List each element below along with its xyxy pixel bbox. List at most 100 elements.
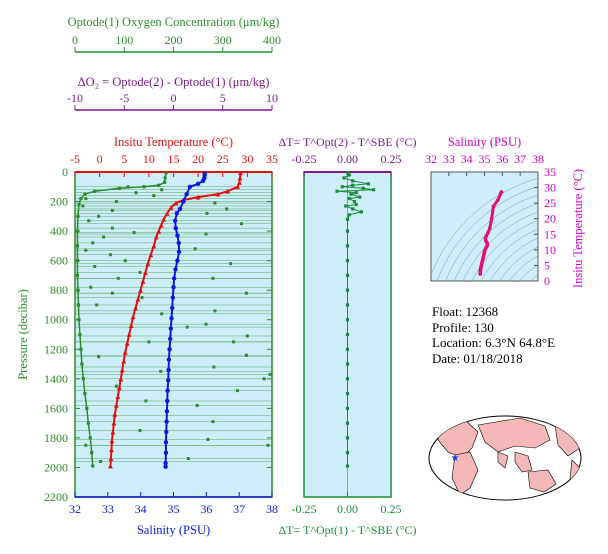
location: Location: 6.3°N 64.8°E	[432, 335, 556, 350]
delta-t-point	[345, 273, 350, 278]
ts-temperature-tick-label: 10	[544, 243, 556, 257]
salinity-point	[164, 429, 169, 435]
temperature-point	[161, 216, 167, 222]
salinity-point	[164, 419, 169, 424]
profile-number: Profile: 130	[432, 319, 494, 335]
delta-o2-point	[99, 460, 103, 464]
temperature-point	[173, 200, 179, 206]
salinity-tick-label: 33	[102, 502, 114, 516]
salinity-tick-label: 37	[233, 502, 245, 516]
delta-o2-point	[84, 248, 88, 252]
delta-t-line	[337, 172, 374, 466]
oxygen-tick-label: 0	[72, 33, 78, 47]
pressure-tick-label: 2000	[44, 460, 68, 474]
oxygen-point	[75, 273, 80, 278]
delta-o2-point	[93, 265, 97, 269]
oxygen-point	[91, 464, 95, 468]
delta-o2-point	[110, 208, 114, 212]
oxygen-point	[93, 189, 97, 193]
delta-o2-point	[211, 420, 215, 424]
delta-o2-point	[160, 188, 164, 192]
temperature-point	[164, 210, 170, 216]
temperature-point	[138, 287, 143, 293]
ts-salinity-label: Salinity (PSU)	[448, 135, 521, 149]
ts-salinity-tick-label: 38	[532, 152, 544, 166]
salinity-point	[176, 240, 181, 246]
delta-o2-point	[205, 211, 209, 215]
oxygen-point	[77, 202, 81, 207]
salinity-point	[168, 326, 174, 331]
delta-t-point	[359, 210, 364, 214]
temperature-point	[108, 463, 113, 469]
delta-t-point	[345, 377, 350, 381]
pressure-tick-label: 0	[62, 165, 68, 179]
ts-salinity-tick-label: 34	[461, 152, 473, 166]
salinity-point	[176, 249, 182, 254]
salinity-tick-label: 36	[200, 502, 212, 516]
salinity-point	[163, 464, 168, 469]
pressure-axis-label: Pressure (decibar)	[16, 289, 30, 380]
salinity-point	[174, 211, 179, 216]
float-location-marker: ★	[451, 453, 460, 464]
delta-o2-point	[114, 200, 118, 204]
ts-point	[498, 192, 503, 196]
ts-point	[496, 198, 500, 202]
salinity-point	[175, 258, 180, 263]
delta-t-point	[345, 464, 350, 468]
oxygen-point	[83, 192, 87, 196]
temperature-tick-label: -5	[70, 152, 80, 166]
salinity-point	[177, 206, 183, 212]
oxygen-point	[76, 303, 81, 307]
delta-o2-point	[91, 241, 95, 245]
salinity-point	[165, 398, 170, 404]
delta-o2-tick-label: -5	[119, 91, 129, 105]
temperature-point	[110, 429, 116, 435]
temperature-point	[130, 314, 136, 320]
pressure-tick-label: 400	[50, 224, 68, 238]
oxygen-point	[142, 185, 146, 189]
pressure-tick-label: 1600	[44, 401, 68, 415]
oxygen-point	[117, 186, 121, 190]
salinity-tick-label: 32	[69, 502, 81, 516]
delta-t-point	[345, 362, 350, 366]
temperature-point	[145, 261, 151, 266]
delta-o2-point	[132, 231, 136, 235]
delta-t-point	[345, 406, 350, 410]
delta-o2-point	[195, 403, 199, 407]
pressure-tick-label: 1200	[44, 342, 68, 356]
oxygen-point	[80, 362, 84, 366]
salinity-point	[181, 199, 186, 204]
oxygen-tick-label: 400	[263, 33, 281, 47]
delta-t-point	[345, 451, 350, 455]
delta-t-point	[352, 199, 357, 204]
temperature-tick-label: 25	[217, 152, 229, 166]
delta-o2-point	[84, 197, 88, 201]
temperature-point	[215, 191, 221, 197]
oxygen-point	[85, 406, 89, 410]
oxygen-point	[79, 347, 83, 351]
delta-t-point	[351, 179, 355, 183]
salinity-point	[175, 233, 180, 238]
float-info: Float: 12368 Profile: 130 Location: 6.3°…	[432, 304, 555, 366]
delta-o2-point	[186, 457, 190, 461]
ts-point	[478, 272, 483, 276]
temperature-point	[238, 172, 243, 176]
salinity-point	[172, 218, 178, 223]
ts-point	[489, 216, 494, 221]
temperature-tick-label: 35	[266, 152, 278, 166]
oxygen-series	[75, 172, 168, 468]
delta-o2-point	[102, 235, 106, 239]
delta-t-bottom-label: ΔT= T^Opt(1) - T^SBE (°C)	[278, 523, 416, 537]
oxygen-point	[81, 377, 85, 381]
pressure-tick-label: 1000	[44, 313, 68, 327]
delta-o2-point	[212, 365, 216, 369]
oxygen-point	[163, 180, 167, 184]
oxygen-point	[163, 176, 167, 180]
delta-t-point	[345, 244, 350, 248]
temperature-tick-label: 20	[192, 152, 204, 166]
land-mass	[451, 451, 479, 496]
delta-o2-point	[123, 259, 127, 263]
oxygen-line	[76, 172, 167, 467]
